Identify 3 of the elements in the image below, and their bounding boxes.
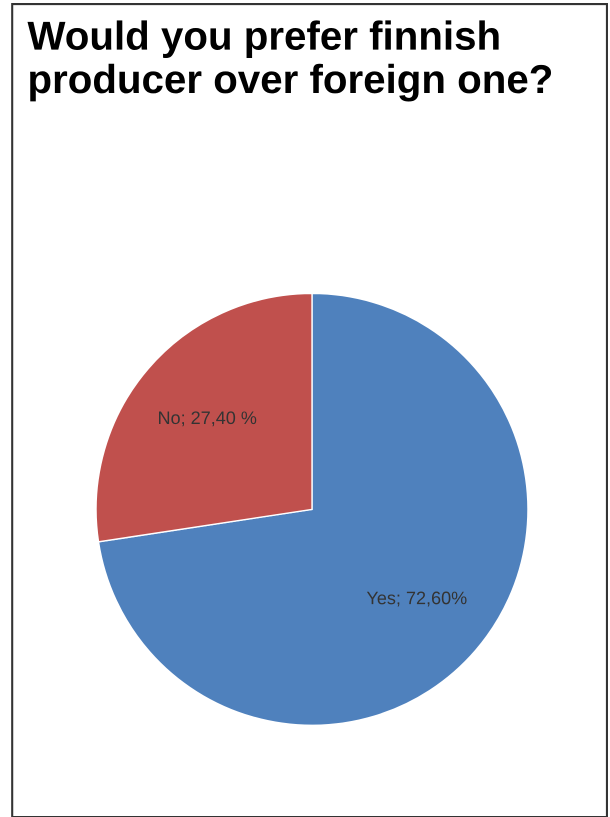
chart-title: Would you prefer finnish producer over foreign one?: [27, 20, 552, 102]
slice-label: Yes; 72,60%: [366, 592, 467, 606]
slice-label: No; 27,40 %: [159, 411, 256, 426]
